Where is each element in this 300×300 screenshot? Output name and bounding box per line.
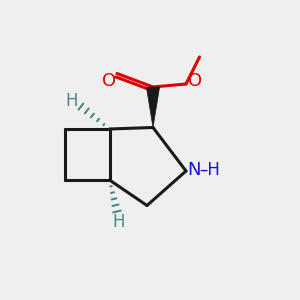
Polygon shape <box>146 87 160 128</box>
Text: N: N <box>187 161 200 179</box>
Text: H: H <box>112 213 125 231</box>
Text: H: H <box>66 92 78 110</box>
Text: O: O <box>102 72 117 90</box>
Text: –H: –H <box>200 161 220 179</box>
Text: O: O <box>188 72 202 90</box>
